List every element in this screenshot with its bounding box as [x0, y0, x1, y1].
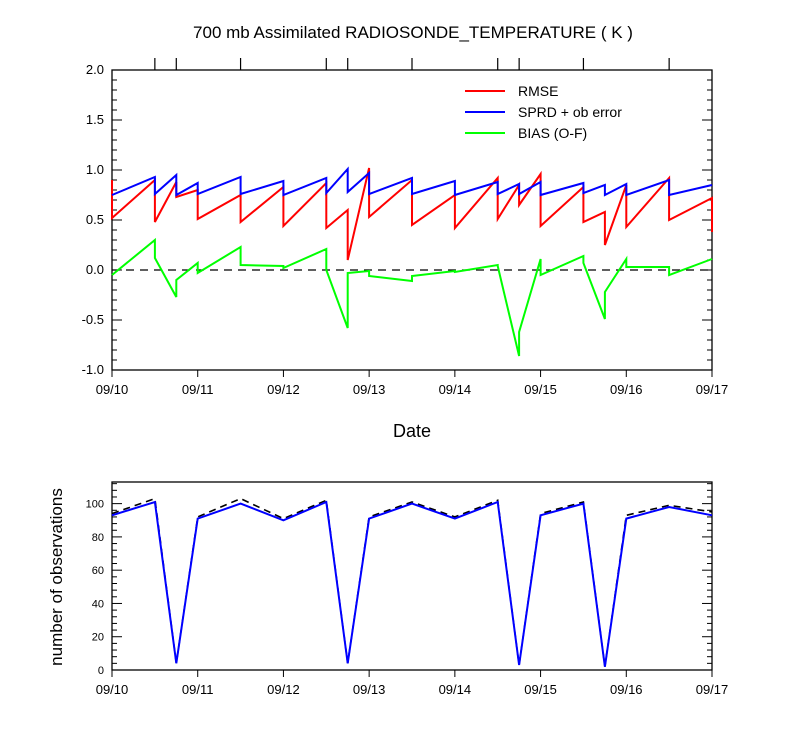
x-tick-label: 09/13: [353, 382, 386, 397]
x-tick-label: 09/14: [439, 682, 472, 697]
y-tick-label: 20: [92, 632, 104, 644]
x-tick-label: 09/10: [96, 382, 129, 397]
x-tick-label: 09/15: [524, 682, 557, 697]
y-tick-label: 80: [92, 532, 104, 544]
y-tick-label: -0.5: [82, 312, 104, 327]
x-tick-label: 09/17: [696, 682, 729, 697]
y-tick-label: 0.5: [86, 212, 104, 227]
x-tick-label: 09/11: [182, 682, 214, 697]
series-line-1: [111, 166, 713, 197]
y-tick-label: 100: [86, 499, 104, 511]
x-tick-label: 09/15: [524, 382, 557, 397]
x-tick-label: 09/13: [353, 682, 386, 697]
x-tick-label: 09/16: [610, 382, 643, 397]
x-tick-label: 09/11: [182, 382, 214, 397]
y-tick-label: 2.0: [86, 62, 104, 77]
y-tick-label: -1.0: [82, 362, 104, 377]
x-tick-label: 09/12: [267, 682, 300, 697]
x-tick-label: 09/10: [96, 682, 129, 697]
x-tick-label: 09/17: [696, 382, 729, 397]
top-panel: -1.0 -0.5 0.0 0.5 1.0 1.5 2.0 09/10 09/11 09/12 09…: [82, 58, 729, 397]
series-line-2: [111, 237, 713, 357]
plot-frame: [111, 481, 713, 671]
legend-label: SPRD + ob error: [518, 104, 622, 120]
series-line-1: [111, 500, 713, 667]
y-tick-label: 0: [98, 665, 104, 677]
x-axis-label: Date: [393, 421, 431, 441]
y-tick-label: 1.5: [86, 112, 104, 127]
legend-label: BIAS (O-F): [518, 125, 587, 141]
y-tick-label: 1.0: [86, 162, 104, 177]
legend-label: RMSE: [518, 83, 558, 99]
chart-title: 700 mb Assimilated RADIOSONDE_TEMPERATUR…: [193, 23, 633, 42]
y-tick-label: 0.0: [86, 262, 104, 277]
series-line-0: [111, 497, 713, 667]
bottom-panel: 0 20 40 60 80 100 09/10 09/11 09/12 09/13 09/14 09/…: [86, 481, 729, 697]
y-tick-label: 40: [92, 598, 104, 610]
y-tick-label: 60: [92, 565, 104, 577]
x-tick-label: 09/14: [439, 382, 472, 397]
y-axis-label-observations: number of observations: [47, 488, 66, 666]
x-tick-label: 09/16: [610, 682, 643, 697]
x-tick-label: 09/12: [267, 382, 300, 397]
